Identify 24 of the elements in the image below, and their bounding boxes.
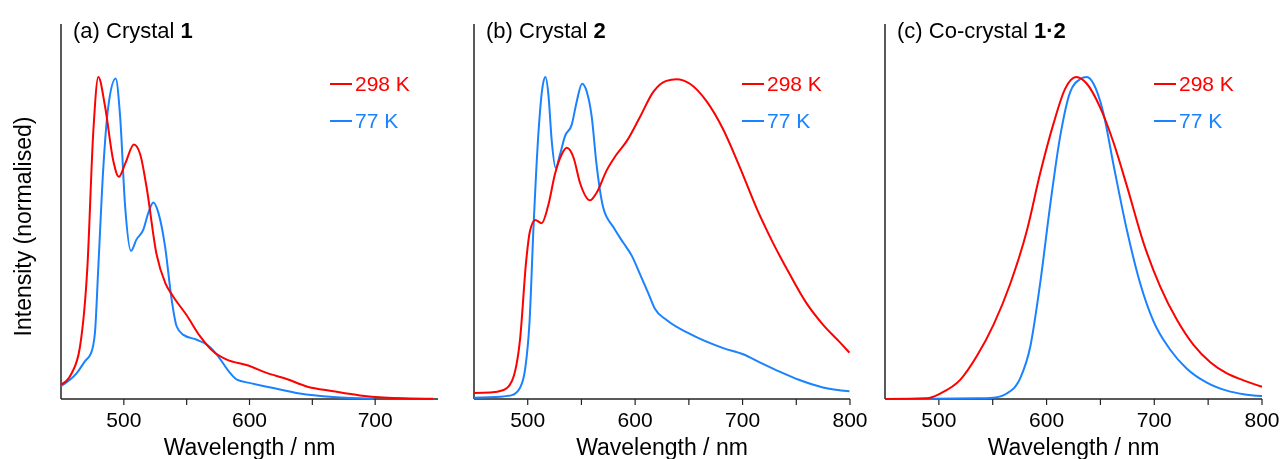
legend-label: 298 K <box>1179 72 1234 95</box>
legend-label: 77 K <box>1179 109 1223 132</box>
chart-title: (b) Crystal 2 <box>486 18 606 43</box>
legend-label: 298 K <box>355 72 410 95</box>
x-tick-label: 700 <box>357 408 393 431</box>
x-tick-label: 500 <box>921 408 957 431</box>
legend-label: 298 K <box>767 72 822 95</box>
legend-label: 77 K <box>355 109 399 132</box>
x-tick-label: 800 <box>1244 408 1280 431</box>
x-tick-label: 600 <box>617 408 653 431</box>
x-tick-label: 700 <box>1136 408 1172 431</box>
chart-title: (a) Crystal 1 <box>73 18 193 43</box>
legend-label: 77 K <box>767 109 811 132</box>
x-tick-label: 600 <box>231 408 268 431</box>
x-tick-label: 500 <box>106 408 142 431</box>
x-tick-label: 700 <box>725 408 761 431</box>
x-tick-label: 500 <box>510 408 546 431</box>
x-axis-title: Wavelength / nm <box>987 434 1160 459</box>
x-axis-title: Wavelength / nm <box>163 434 336 459</box>
x-axis-title: Wavelength / nm <box>576 434 748 459</box>
y-axis-title: Intensity (normalised) <box>10 116 36 337</box>
x-tick-label: 800 <box>832 408 868 431</box>
chart-title: (c) Co-crystal 1·2 <box>897 18 1066 43</box>
x-tick-label: 600 <box>1029 408 1065 431</box>
